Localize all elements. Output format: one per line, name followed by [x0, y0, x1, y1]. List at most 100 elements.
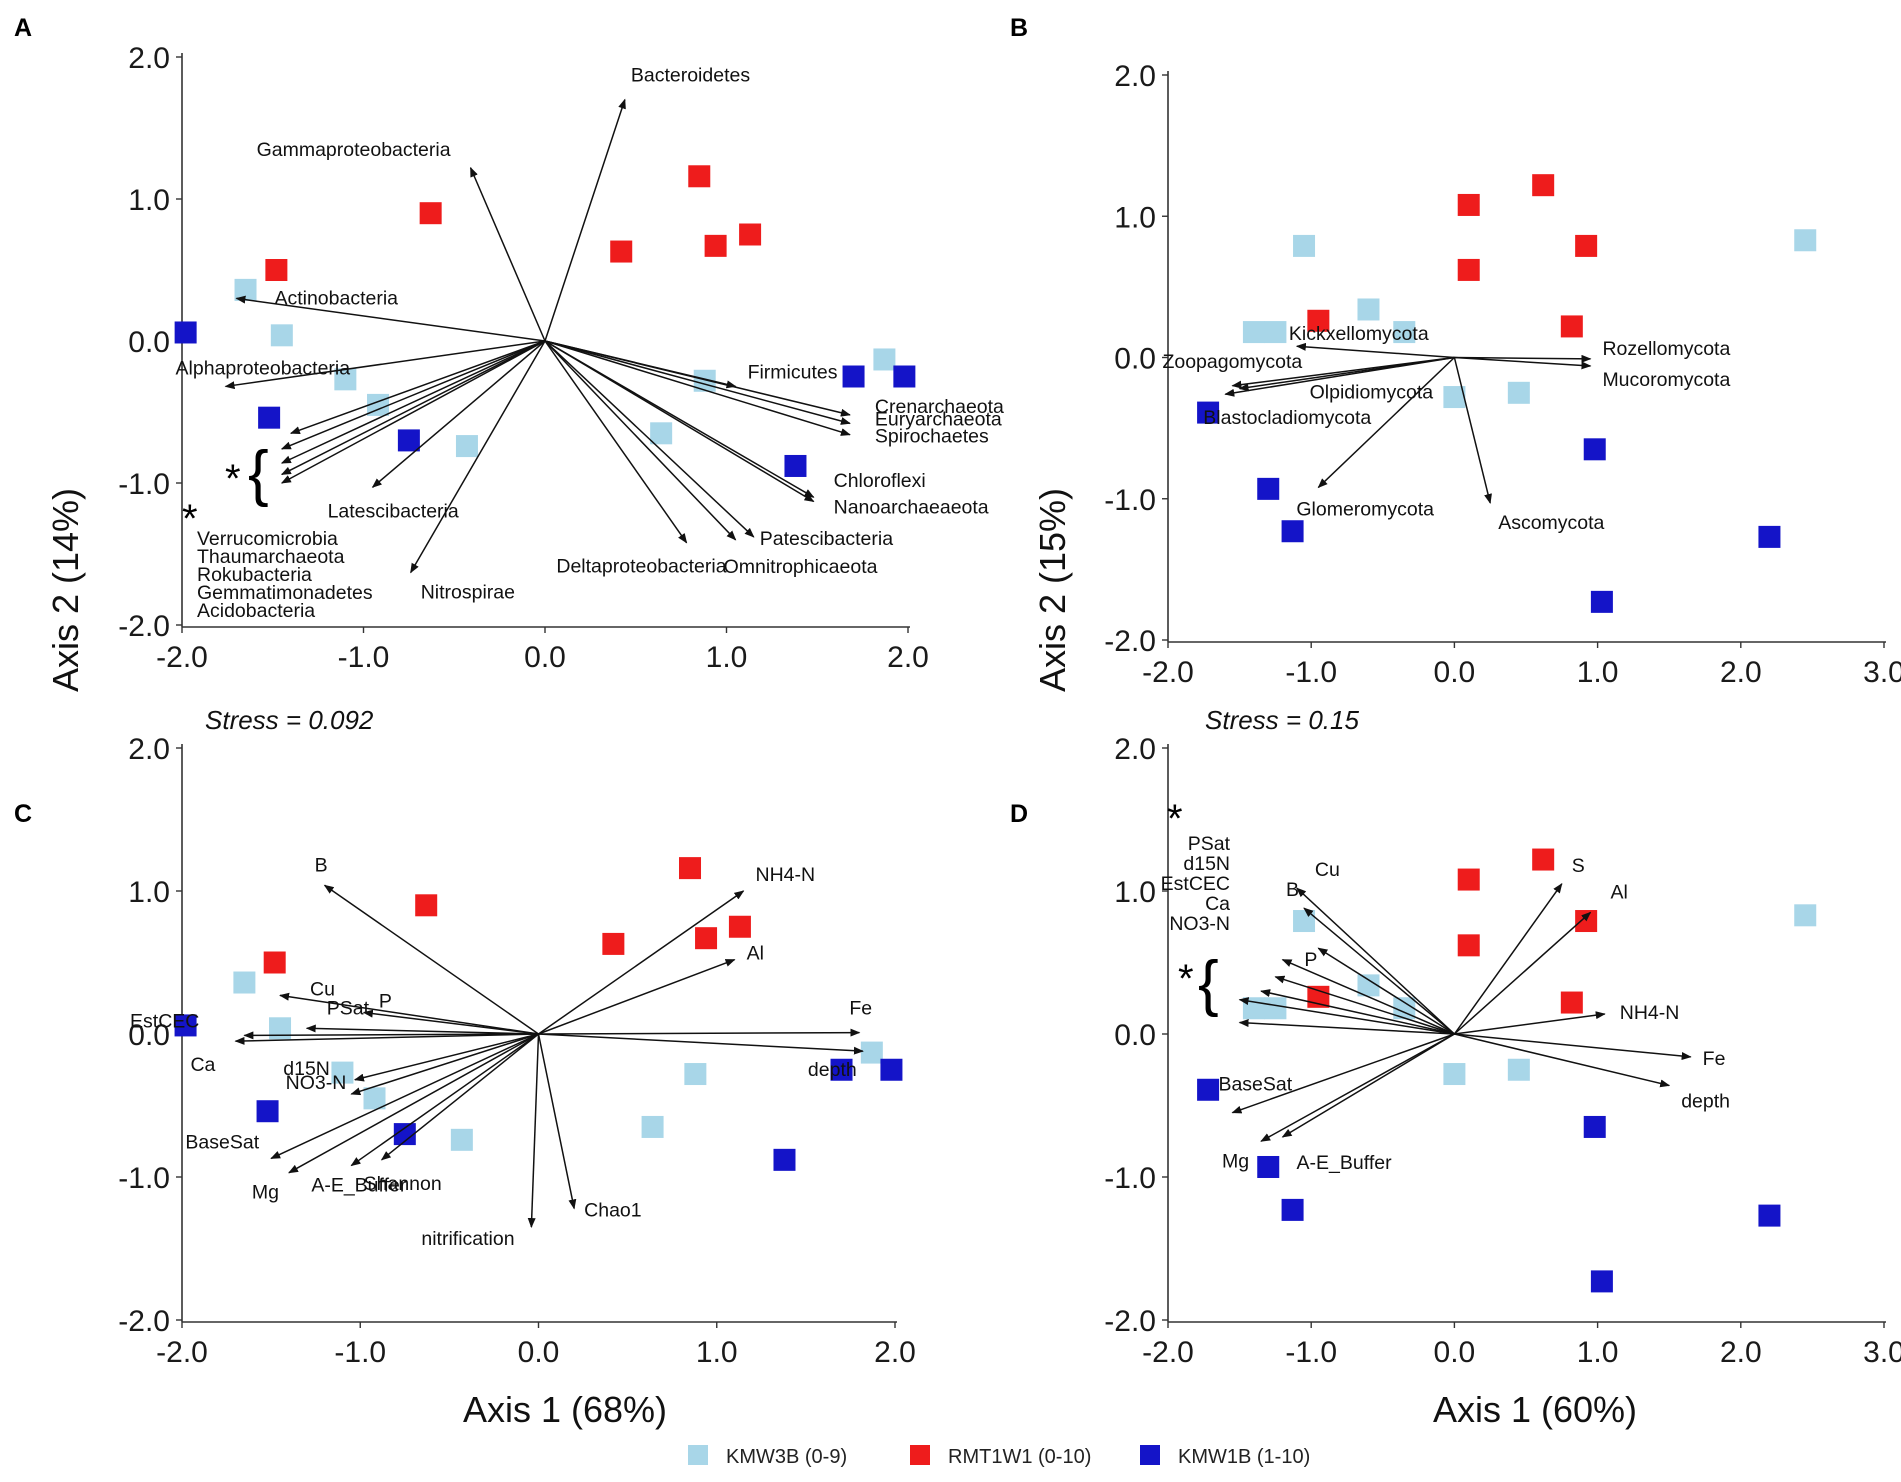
vector-mg-c	[288, 1033, 539, 1174]
x-tick-label-c: 1.0	[696, 1336, 738, 1369]
group-brace-a: {	[248, 439, 269, 508]
vector-label-ca-c: Ca	[190, 1054, 215, 1076]
y-tick-label-b: 0.0	[1114, 343, 1156, 376]
vector-nanoarchaeaeota-a	[544, 340, 815, 503]
vector-a-e-buffer-c	[350, 1033, 539, 1167]
vector-label-mg-d: Mg	[1222, 1150, 1249, 1172]
point-kmw1b-c	[256, 1100, 279, 1123]
vector-psat-c	[305, 1024, 539, 1035]
x-tick-label-b: 3.0	[1863, 656, 1901, 689]
vector-label-bacteroidetes-a: Bacteroidetes	[631, 65, 750, 87]
vector-label-ascomycota-b: Ascomycota	[1498, 512, 1604, 534]
vector-spirochaetes-a	[544, 340, 851, 436]
vector-label-cu-d: Cu	[1315, 859, 1340, 881]
vector-d15n-c	[353, 1033, 539, 1082]
y-axis-title-right: Axis 2 (15%)	[1032, 488, 1073, 692]
point-rmt1w1-c	[695, 927, 718, 950]
point-kmw1b-c	[830, 1058, 853, 1081]
vector-label-chloroflexi-a: Chloroflexi	[834, 470, 926, 492]
point-kmw3b-a	[873, 348, 896, 371]
point-kmw1b-c	[880, 1058, 903, 1081]
vector-deltaproteobacteria-a	[544, 340, 688, 544]
vector-depth-c	[538, 1033, 864, 1055]
point-kmw1b-b	[1583, 438, 1606, 461]
vector-grouped-a	[280, 340, 546, 450]
x-tick-label-a: -2.0	[156, 641, 208, 674]
point-kmw1b-a	[893, 365, 916, 388]
panel-a: -2.0 -1.0 0.0 1.0 2.0 2.0 1.0 0.0 -1.0 -2.0 Bacter…	[118, 42, 1004, 674]
point-kmw1b-d	[1583, 1115, 1606, 1138]
vector-label-alphaproteobacteria-a: Alphaproteobacteria	[176, 357, 351, 379]
y-axis-title-left: Axis 2 (14%)	[45, 488, 86, 692]
point-kmw1b-d	[1590, 1270, 1613, 1293]
vector-label-crenarchaeota-a: Crenarchaeota	[875, 396, 1004, 418]
point-kmw1b-c	[174, 1014, 197, 1037]
point-kmw3b-b	[1507, 381, 1530, 404]
vector-label-fe-c: Fe	[849, 998, 872, 1020]
vector-b-d	[1303, 907, 1455, 1035]
y-tick-label-a: 1.0	[128, 184, 170, 217]
vector-fe-d	[1454, 1033, 1692, 1060]
vector-s-d	[1453, 883, 1563, 1035]
point-kmw3b-c	[641, 1115, 664, 1138]
starred-taxon: Verrucomicrobia	[197, 528, 338, 550]
y-tick-label-b: -2.0	[1104, 625, 1156, 658]
vector-grouped-a	[289, 340, 546, 435]
vector-label-spirochaetes-a: Spirochaetes	[875, 426, 989, 448]
x-tick-label-d: -2.0	[1142, 1336, 1194, 1369]
x-tick-label-c: 0.0	[518, 1336, 560, 1369]
vector-label-no3-n-c: NO3-N	[286, 1072, 347, 1094]
point-kmw3b-d	[1393, 997, 1416, 1020]
starred-var: Ca	[1205, 893, 1230, 915]
vector-label-latescibacteria-a: Latescibacteria	[328, 500, 459, 522]
point-rmt1w1-d	[1560, 991, 1583, 1014]
vector-estcec-c	[243, 1031, 539, 1040]
y-tick-label-c: -2.0	[118, 1305, 170, 1338]
panel-b: -2.0 -1.0 0.0 1.0 2.0 3.0 2.0 1.0 0.0 -1.0 -2.0 Kic…	[1104, 60, 1901, 689]
vector-actinobacteria-a	[235, 295, 546, 342]
vector-label-basesat-c: BaseSat	[185, 1131, 259, 1153]
vector-label-b-c: B	[315, 854, 328, 876]
point-rmt1w1-c	[415, 894, 438, 917]
point-kmw3b-b	[1357, 298, 1380, 321]
vector-omnitrophicaeota-a	[544, 340, 737, 541]
vector-depth-d	[1454, 1033, 1671, 1088]
point-rmt1w1-d	[1575, 910, 1598, 933]
x-tick-label-b: -1.0	[1285, 656, 1337, 689]
vector-cu-c	[279, 992, 539, 1035]
x-tick-label-c: -1.0	[334, 1336, 386, 1369]
point-kmw1b-c	[773, 1148, 796, 1171]
x-axis-title-right: Axis 1 (60%)	[1433, 1389, 1637, 1430]
vector-label-chao1-c: Chao1	[584, 1199, 641, 1221]
point-rmt1w1-b	[1532, 174, 1555, 197]
stress-label-a: Stress = 0.092	[205, 705, 374, 735]
vector-label-p-d: P	[1304, 949, 1317, 971]
vector-label-zoopagomycota-b: Zoopagomycota	[1162, 351, 1302, 373]
point-kmw3b-c	[331, 1061, 354, 1084]
point-rmt1w1-d	[1457, 934, 1480, 957]
starred-vars-note-d: * PSat d15N EstCEC Ca NO3-N * {	[1161, 797, 1231, 1018]
vector-label-a-e-buffer-d: A-E_Buffer	[1297, 1152, 1393, 1174]
vector-blastocladiomycota-b	[1224, 356, 1455, 397]
point-rmt1w1-b	[1457, 193, 1480, 216]
point-kmw3b-b	[1264, 321, 1287, 344]
vector-label-nh4-n-c: NH4-N	[755, 864, 815, 886]
vector-label-firmicutes-a: Firmicutes	[748, 361, 838, 383]
point-kmw3b-a	[650, 422, 673, 445]
point-rmt1w1-a	[610, 240, 633, 263]
vector-latescibacteria-a	[371, 340, 546, 488]
vector-label-al-d: Al	[1610, 881, 1627, 903]
starred-var: d15N	[1183, 853, 1230, 875]
vector-grouped-d	[1274, 975, 1455, 1035]
point-kmw3b-c	[684, 1063, 707, 1086]
panel-letter-d: D	[1010, 800, 1028, 828]
point-rmt1w1-a	[704, 234, 727, 257]
point-kmw3b-d	[1357, 974, 1380, 997]
y-tick-label-c: -1.0	[118, 1162, 170, 1195]
panel-letter-c: C	[14, 800, 32, 828]
legend-label-kmw3b: KMW3B (0-9)	[726, 1446, 847, 1468]
point-rmt1w1-d	[1532, 848, 1555, 871]
point-kmw3b-a	[234, 278, 257, 301]
point-kmw1b-d	[1281, 1198, 1304, 1221]
point-kmw1b-b	[1197, 401, 1220, 424]
